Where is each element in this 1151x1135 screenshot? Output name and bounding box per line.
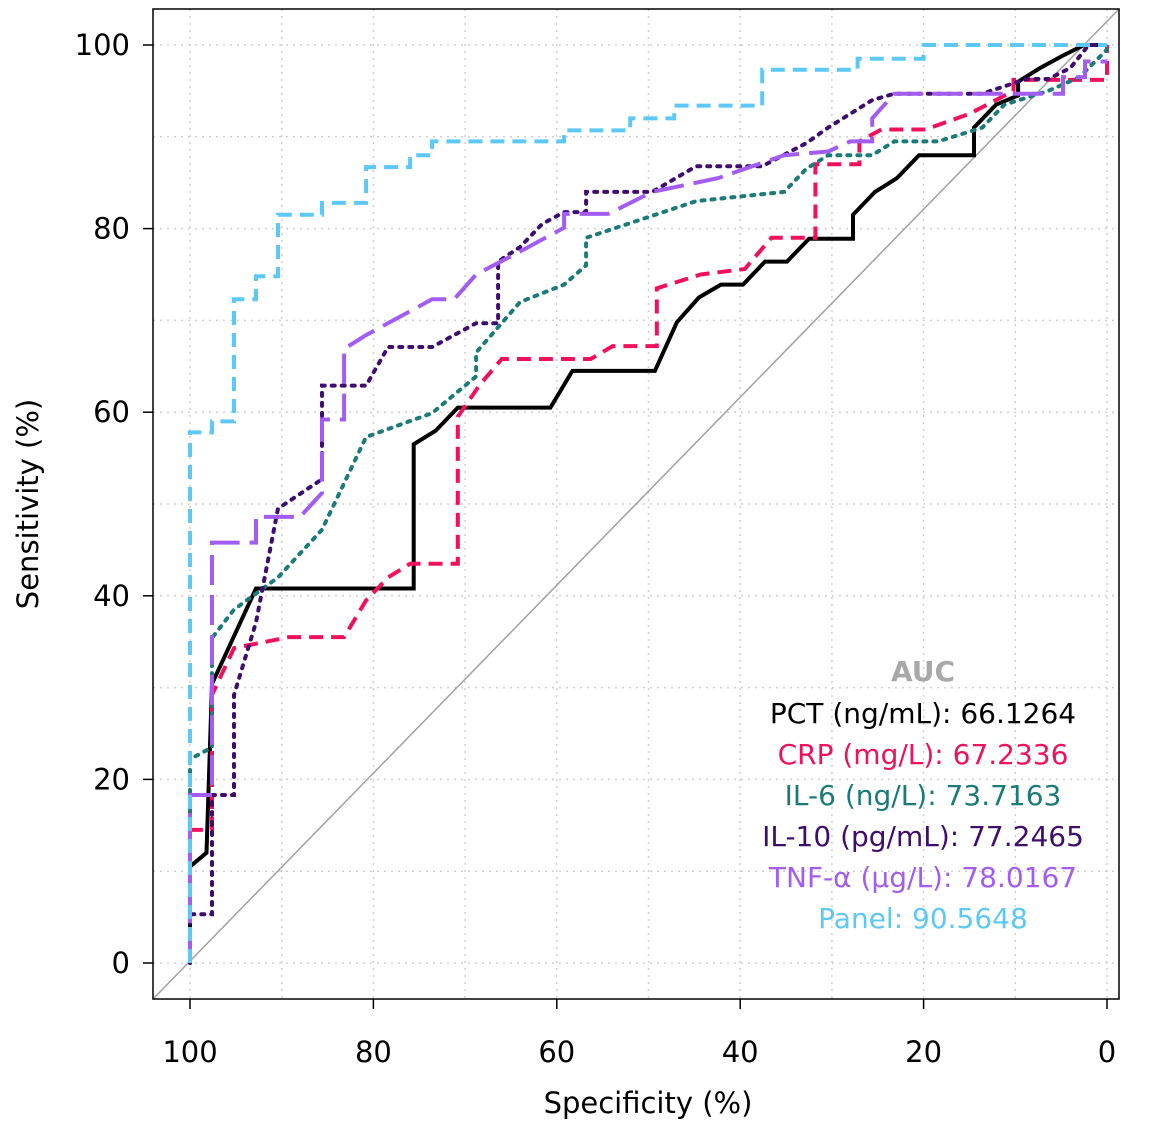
series-line-1 [188, 45, 1109, 963]
reference-diagonal [152, 8, 1120, 1000]
x-tick-label: 40 [722, 1035, 759, 1069]
plot-frame [152, 8, 1120, 1000]
x-axis-title: Specificity (%) [544, 1086, 753, 1120]
y-tick-label: 40 [93, 579, 130, 613]
x-tick-label: 20 [905, 1035, 942, 1069]
x-tick-label: 0 [1098, 1035, 1116, 1069]
y-tick-label: 20 [93, 762, 130, 796]
legend-entry: IL-10 (pg/mL): 77.2465 [762, 820, 1084, 853]
legend-entry: PCT (ng/mL): 66.1264 [770, 697, 1076, 730]
legend-entry: CRP (mg/L): 67.2336 [778, 738, 1069, 771]
y-axis: 0 20 40 60 80 100 [75, 28, 153, 980]
series-line-4 [188, 59, 1107, 963]
series-line-5 [188, 43, 1107, 963]
auc-legend: AUC PCT (ng/mL): 66.1264 CRP (mg/L): 67.2… [762, 655, 1084, 935]
series-lines [188, 43, 1109, 965]
y-tick-label: 100 [75, 28, 130, 62]
y-axis-title: Sensitivity (%) [11, 399, 45, 609]
legend-entry: TNF-α (µg/L): 78.0167 [768, 861, 1077, 894]
legend-entry: IL-6 (ng/L): 73.7163 [785, 779, 1062, 812]
x-axis: 100 80 60 40 20 0 [162, 999, 1116, 1069]
y-tick-label: 60 [93, 395, 130, 429]
x-tick-label: 100 [162, 1035, 217, 1069]
x-tick-label: 80 [355, 1035, 392, 1069]
legend-title: AUC [891, 655, 955, 688]
x-tick-label: 60 [538, 1035, 575, 1069]
legend-entry: Panel: 90.5648 [818, 902, 1028, 935]
series-line-0 [188, 43, 1107, 963]
series-line-2 [188, 47, 1109, 965]
y-tick-label: 80 [93, 212, 130, 246]
y-tick-label: 0 [112, 946, 130, 980]
